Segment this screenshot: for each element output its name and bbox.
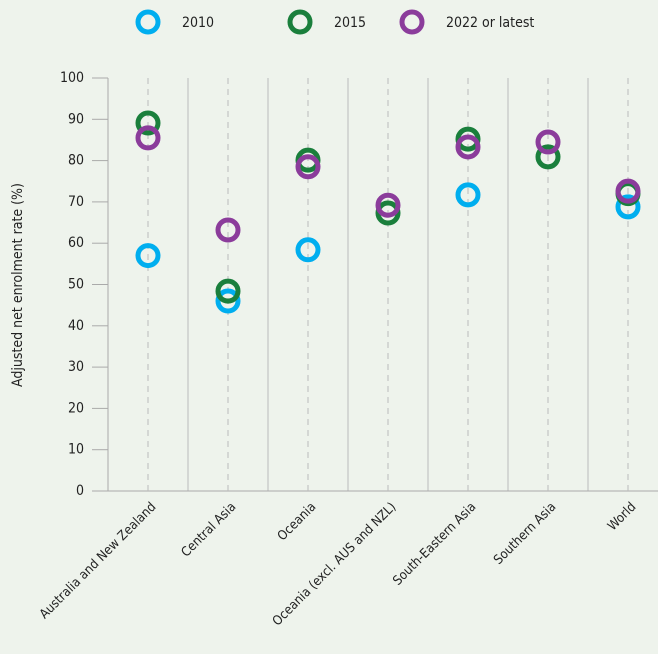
legend-marker bbox=[287, 9, 313, 35]
dot bbox=[135, 110, 161, 136]
legend-marker bbox=[135, 9, 161, 35]
legend-label: 2010 bbox=[182, 15, 214, 31]
y-tick-label: 100 bbox=[60, 70, 84, 86]
y-tick-label: 60 bbox=[68, 235, 84, 251]
y-tick-label: 30 bbox=[68, 359, 84, 375]
dot bbox=[375, 200, 401, 226]
legend-label: 2015 bbox=[334, 15, 366, 31]
x-tick-label: South-Eastern Asia bbox=[390, 500, 479, 589]
y-tick-label: 80 bbox=[68, 153, 84, 169]
dot bbox=[455, 182, 481, 208]
x-tick-label: World bbox=[605, 500, 639, 534]
dot bbox=[455, 126, 481, 152]
y-tick-label: 10 bbox=[68, 442, 84, 458]
y-tick-label: 20 bbox=[68, 400, 84, 416]
dot bbox=[455, 134, 481, 160]
y-tick-label: 70 bbox=[68, 194, 84, 210]
dot bbox=[215, 288, 241, 314]
y-axis-label: Adjusted net enrolment rate (%) bbox=[10, 183, 26, 387]
x-tick-label: Southern Asia bbox=[491, 500, 559, 568]
x-tick-label: Australia and New Zealand bbox=[37, 500, 159, 622]
y-tick-label: 90 bbox=[68, 111, 84, 127]
dot bbox=[135, 125, 161, 151]
dot bbox=[535, 129, 561, 155]
dot bbox=[215, 278, 241, 304]
dot bbox=[535, 144, 561, 170]
dot bbox=[615, 194, 641, 220]
dot bbox=[295, 237, 321, 263]
dot bbox=[375, 192, 401, 218]
dot bbox=[615, 178, 641, 204]
x-tick-label: Central Asia bbox=[179, 500, 240, 561]
dot bbox=[135, 243, 161, 269]
y-tick-label: 40 bbox=[68, 318, 84, 334]
dot bbox=[215, 217, 241, 243]
legend-marker bbox=[399, 9, 425, 35]
legend-label: 2022 or latest bbox=[446, 15, 534, 31]
dot bbox=[295, 154, 321, 180]
y-tick-label: 0 bbox=[76, 483, 84, 499]
x-tick-label: Oceania bbox=[275, 500, 319, 544]
y-tick-label: 50 bbox=[68, 277, 84, 293]
